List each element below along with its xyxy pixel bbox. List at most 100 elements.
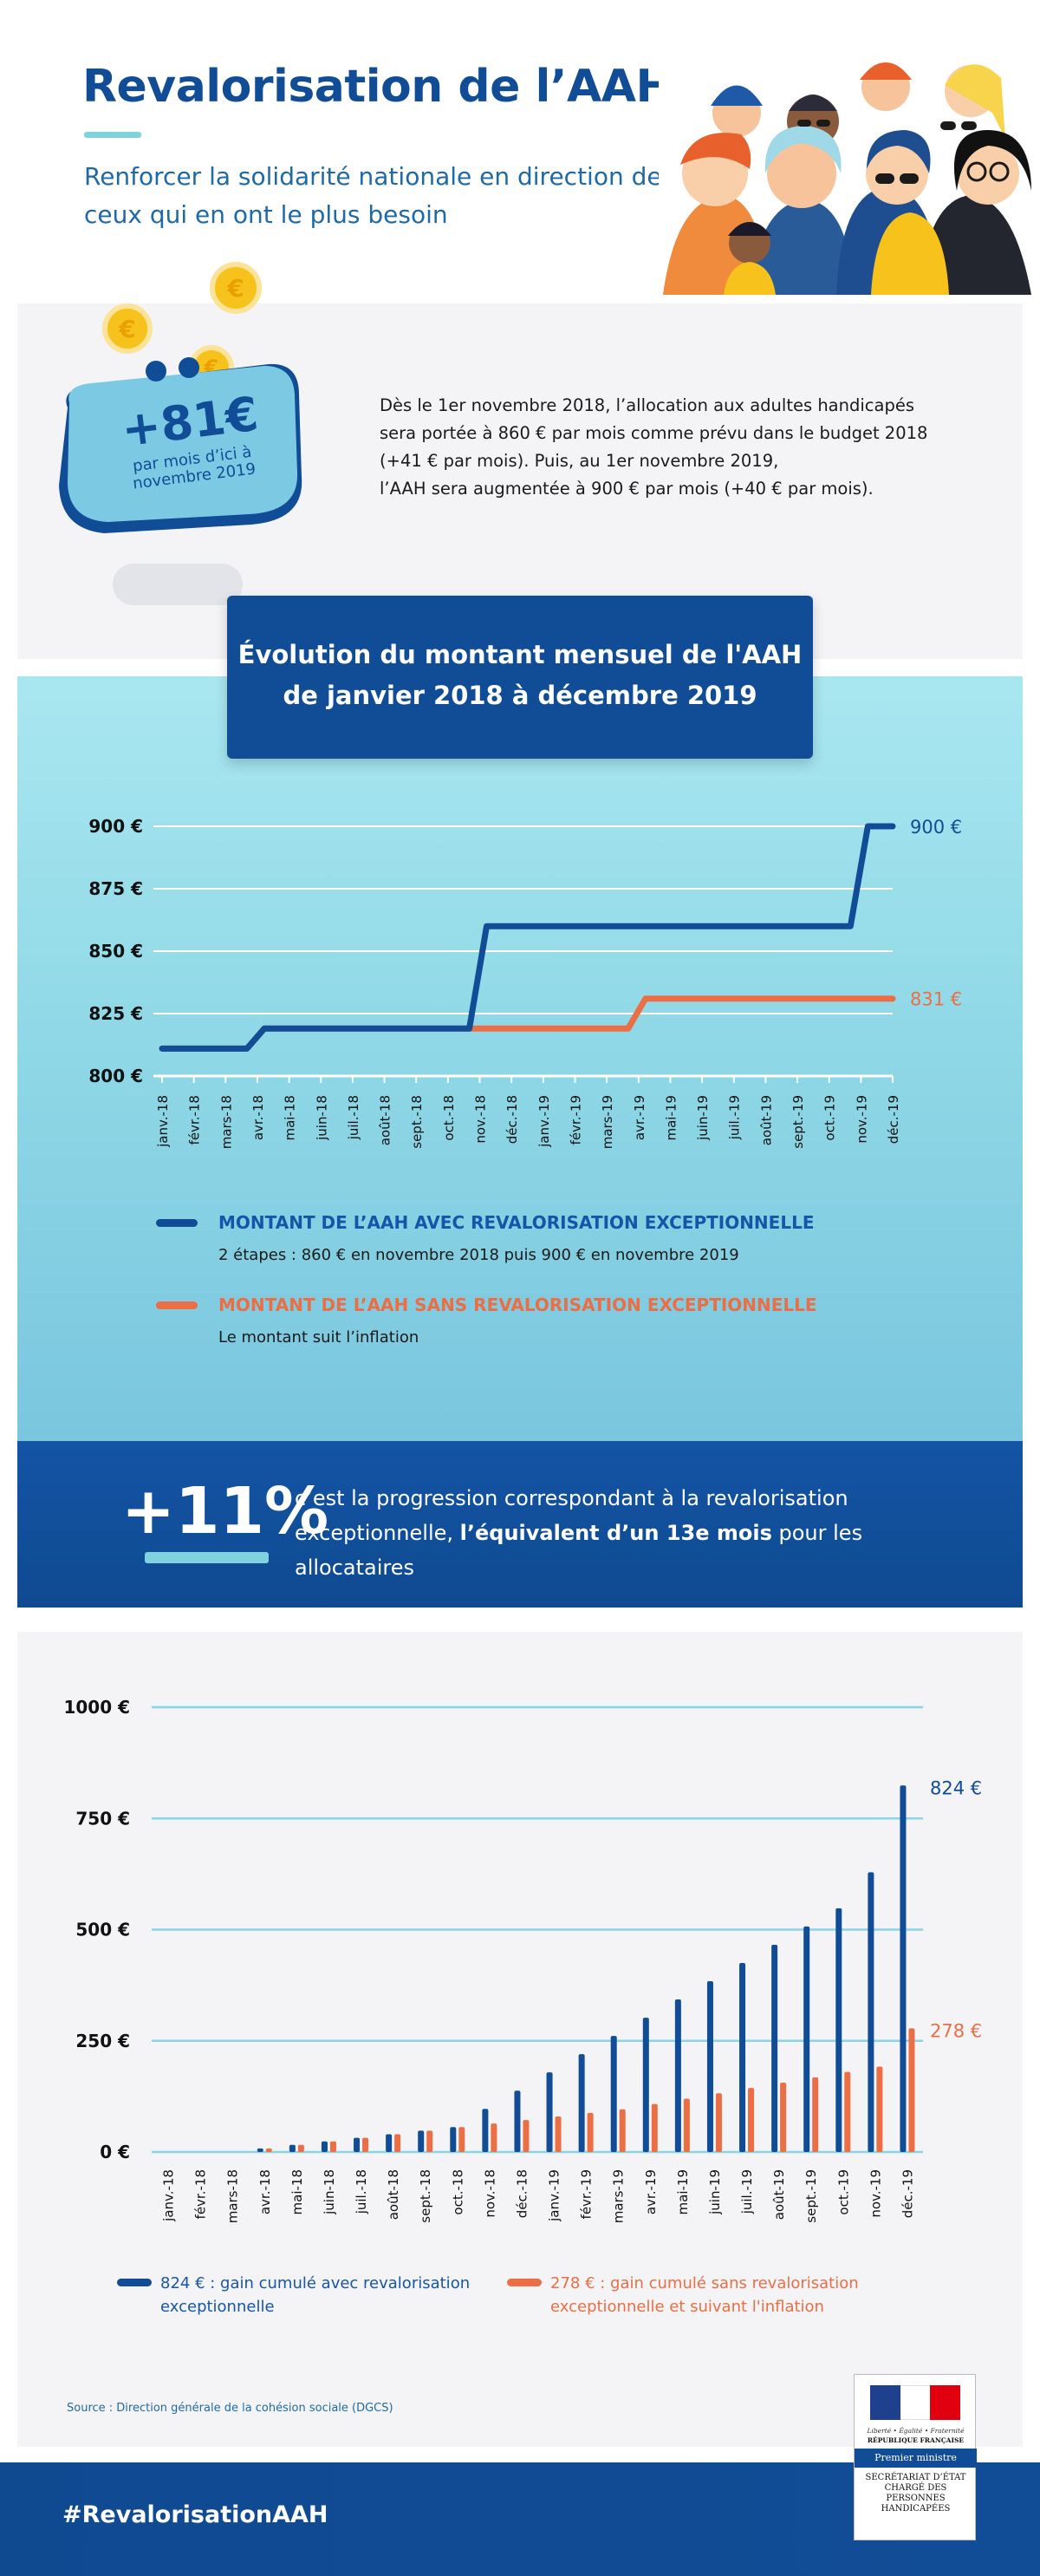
legend-sub: Le montant suit l’inflation (218, 1328, 419, 1347)
bar (362, 2137, 369, 2152)
bar (394, 2134, 401, 2152)
bar (458, 2127, 465, 2152)
gov-secretariat: SECRÉTARIAT D’ÉTAT CHARGÉ DES PERSONNES … (865, 2473, 966, 2514)
highlight-section (17, 1441, 1023, 1608)
x-tick-label: mai-19 (663, 1095, 679, 1140)
x-tick-label: déc.-18 (504, 1095, 520, 1144)
x-tick-label: août-19 (758, 1095, 774, 1145)
bar (610, 2036, 617, 2152)
euro-coin-icon: € (210, 262, 262, 314)
x-tick-label: oct.-19 (835, 2169, 851, 2215)
gov-premier-ministre: Premier ministre (855, 2449, 977, 2468)
x-tick-label: sept.-19 (790, 1095, 806, 1149)
x-tick-label: juil.-19 (739, 2169, 755, 2214)
x-tick-label: janv.-18 (161, 2169, 177, 2222)
bar (546, 2072, 553, 2152)
x-tick-label: avr.-19 (643, 2169, 659, 2214)
bar (523, 2120, 530, 2152)
legend-label: 278 € : gain cumulé sans revalorisation … (550, 2274, 859, 2316)
bar (876, 2066, 883, 2152)
bar (587, 2112, 594, 2152)
bar (748, 2088, 755, 2152)
x-tick-label: janv.-19 (547, 2169, 562, 2222)
x-tick-label: juil.-19 (727, 1095, 743, 1140)
bar (491, 2123, 497, 2152)
x-tick-label: avr.-18 (257, 2169, 273, 2214)
title-underline (84, 132, 141, 138)
x-tick-label: juin-19 (707, 2169, 723, 2215)
legend-swatch (156, 1219, 198, 1227)
bar (418, 2130, 425, 2152)
x-tick-label: sept.-18 (418, 2169, 433, 2223)
bar (555, 2116, 562, 2152)
x-tick-label: juil.-18 (346, 1095, 361, 1140)
y-tick-label: 900 € (88, 816, 143, 837)
series-end-label: 824 € (930, 1777, 982, 1798)
x-tick-label: sept.-19 (803, 2169, 819, 2223)
bar (651, 2103, 658, 2152)
source-note: Source : Direction générale de la cohési… (67, 2402, 393, 2415)
x-tick-label: oct.-18 (441, 1095, 457, 1141)
gov-motto: Liberté • Égalité • Fraternité (867, 2427, 965, 2435)
bar (329, 2141, 336, 2152)
y-tick-label: 500 € (75, 1920, 130, 1940)
x-tick-label: nov.-19 (868, 2169, 883, 2218)
x-tick-label: févr.-18 (193, 2169, 209, 2219)
x-tick-label: sept.-18 (409, 1095, 425, 1149)
x-tick-label: nov.-18 (482, 2169, 497, 2218)
legend-label: MONTANT DE L’AAH SANS REVALORISATION EXC… (218, 1295, 817, 1315)
series-line (159, 823, 896, 1052)
x-tick-label: avr.-19 (632, 1095, 647, 1140)
bar (715, 2093, 722, 2152)
x-tick-label: juin-18 (314, 1095, 329, 1141)
legend-label: MONTANT DE L’AAH AVEC REVALORISATION EXC… (218, 1212, 815, 1233)
legend-item-without: MONTANT DE L’AAH SANS REVALORISATION EXC… (156, 1292, 936, 1347)
series-end-label: 900 € (910, 817, 962, 838)
bar (812, 2077, 819, 2152)
bar (835, 1908, 842, 2152)
gov-republic: RÉPUBLIQUE FRANÇAISE (867, 2436, 965, 2444)
highlight-text-2: pour les allocataires (295, 1521, 863, 1580)
highlight-underline (145, 1552, 269, 1563)
line-chart: 800 € 825 € 850 € 875 € 900 € janv.-18 févr.-1… (88, 816, 962, 1149)
series-end-label: 831 € (910, 989, 962, 1010)
x-tick-label: déc.-19 (886, 1095, 901, 1144)
wallet-icon (59, 357, 302, 533)
bar (257, 2148, 263, 2152)
chart1-title: Évolution du montant mensuel de l'AAH de… (237, 640, 803, 710)
page-title: Revalorisation de l’AAH (82, 61, 673, 113)
bar-chart-section (17, 1632, 1023, 2447)
bar (321, 2141, 328, 2152)
x-tick-label: févr.-19 (568, 1095, 583, 1145)
x-tick-label: mars-19 (600, 1095, 615, 1149)
line-chart-section (17, 676, 1023, 1444)
bar (780, 2082, 787, 2152)
legend-label: 824 € : gain cumulé avec revalorisation … (160, 2274, 471, 2316)
bar-chart: 0 € 250 € 500 € 750 € 1000 € janv.-18 févr.-18… (63, 1697, 982, 2223)
x-tick-label: janv.-19 (536, 1095, 552, 1148)
y-tick-label: 750 € (75, 1808, 130, 1829)
bar (297, 2144, 304, 2152)
x-tick-label: mai-19 (675, 2169, 691, 2214)
bar (674, 1999, 681, 2152)
x-tick-label: mai-18 (283, 1095, 298, 1140)
y-tick-label: 825 € (88, 1003, 143, 1024)
bar (386, 2134, 393, 2152)
y-tick-label: 850 € (88, 941, 143, 962)
y-tick-label: 0 € (100, 2142, 130, 2162)
bar (289, 2144, 296, 2152)
x-tick-label: juil.-18 (354, 2169, 369, 2214)
x-tick-label: déc.-18 (514, 2169, 530, 2218)
x-tick-label: févr.-18 (187, 1095, 203, 1145)
bar (803, 1926, 810, 2152)
highlight-text: c’est la progression correspondant à la … (295, 1481, 988, 1585)
legend-item-with: MONTANT DE L’AAH AVEC REVALORISATION EXC… (156, 1210, 936, 1264)
intro-paragraph-1: Dès le 1er novembre 2018, l’allocation a… (380, 395, 928, 471)
hashtag[interactable]: #RevalorisationAAH (62, 2501, 328, 2528)
government-logo: Liberté • Égalité • Fraternité RÉPUBLIQU… (854, 2374, 977, 2540)
x-tick-label: mars-18 (225, 2169, 241, 2223)
bar (354, 2137, 361, 2152)
bar (900, 1785, 907, 2152)
x-tick-label: août-18 (386, 2169, 401, 2220)
y-tick-label: 875 € (88, 878, 143, 899)
